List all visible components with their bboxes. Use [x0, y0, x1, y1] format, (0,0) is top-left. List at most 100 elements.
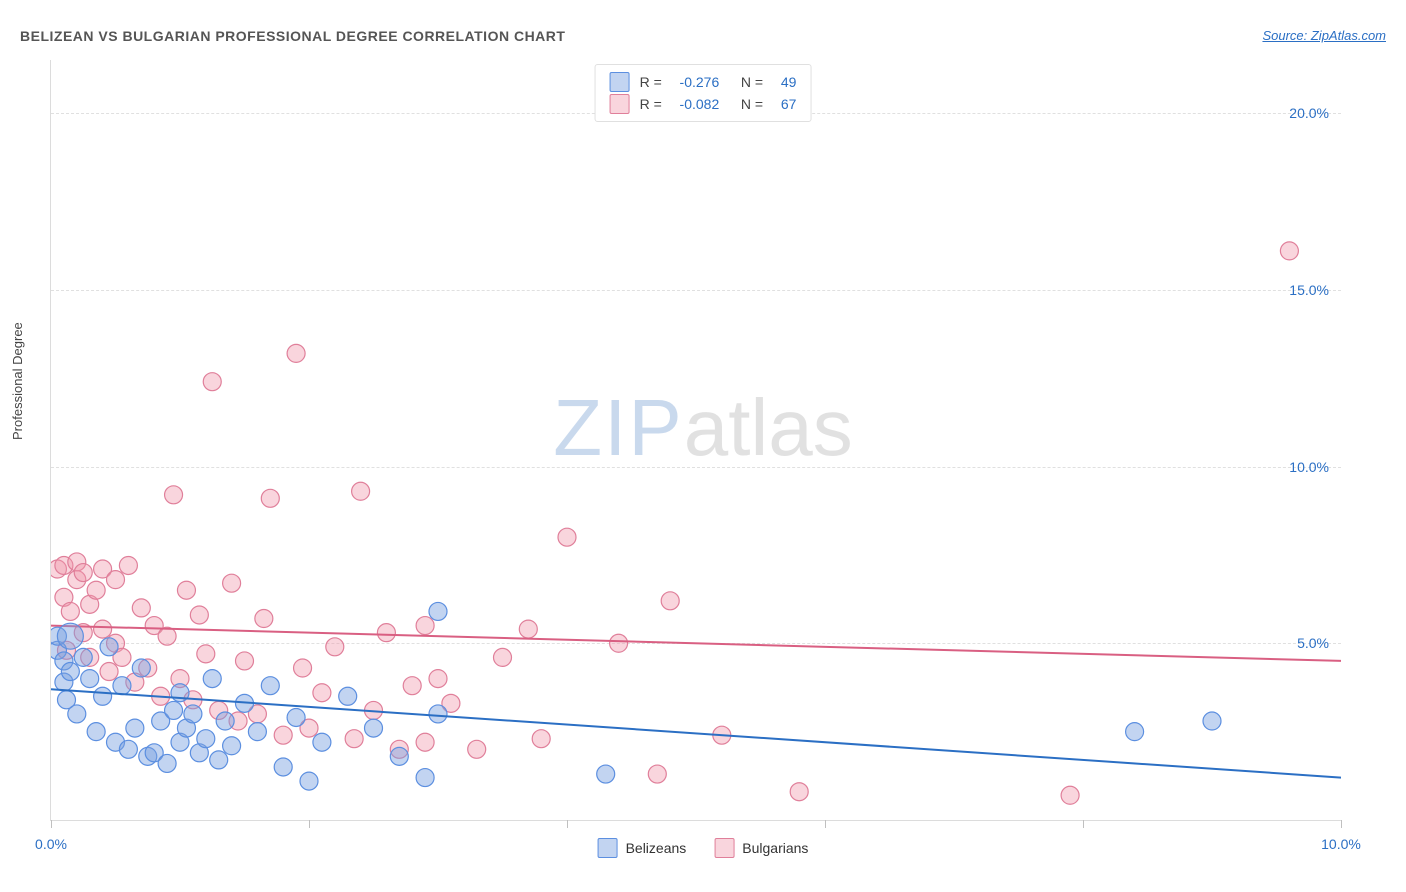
x-tick	[51, 820, 52, 828]
scatter-point	[648, 765, 666, 783]
scatter-point	[203, 373, 221, 391]
scatter-point	[87, 581, 105, 599]
trend-line	[51, 689, 1341, 777]
legend-row-blue: R = -0.276 N = 49	[610, 71, 797, 93]
scatter-point	[68, 705, 86, 723]
legend-n-label: N =	[729, 71, 771, 93]
scatter-point	[255, 610, 273, 628]
scatter-point	[132, 659, 150, 677]
scatter-point	[74, 648, 92, 666]
scatter-point	[429, 670, 447, 688]
scatter-point	[61, 663, 79, 681]
scatter-point	[203, 670, 221, 688]
scatter-point	[1203, 712, 1221, 730]
legend-correlation: R = -0.276 N = 49 R = -0.082 N = 67	[595, 64, 812, 122]
scatter-point	[377, 624, 395, 642]
scatter-point	[57, 623, 83, 649]
scatter-point	[429, 705, 447, 723]
scatter-point	[165, 486, 183, 504]
scatter-point	[597, 765, 615, 783]
scatter-point	[223, 574, 241, 592]
scatter-point	[352, 482, 370, 500]
scatter-svg	[51, 60, 1341, 820]
scatter-point	[94, 620, 112, 638]
scatter-point	[197, 645, 215, 663]
scatter-point	[119, 740, 137, 758]
scatter-point	[177, 581, 195, 599]
legend-r-label: R =	[640, 71, 670, 93]
legend-label: Belizeans	[626, 840, 687, 856]
scatter-point	[403, 677, 421, 695]
scatter-point	[416, 617, 434, 635]
scatter-point	[610, 634, 628, 652]
scatter-point	[261, 489, 279, 507]
scatter-point	[81, 670, 99, 688]
x-tick	[1341, 820, 1342, 828]
scatter-point	[184, 705, 202, 723]
scatter-point	[519, 620, 537, 638]
chart-title: BELIZEAN VS BULGARIAN PROFESSIONAL DEGRE…	[20, 28, 565, 44]
scatter-point	[287, 344, 305, 362]
x-tick	[567, 820, 568, 828]
scatter-point	[107, 571, 125, 589]
legend-row-pink: R = -0.082 N = 67	[610, 93, 797, 115]
scatter-point	[119, 556, 137, 574]
x-tick	[309, 820, 310, 828]
scatter-point	[236, 652, 254, 670]
scatter-point	[1280, 242, 1298, 260]
scatter-point	[345, 730, 363, 748]
scatter-point	[216, 712, 234, 730]
scatter-point	[790, 783, 808, 801]
scatter-point	[294, 659, 312, 677]
legend-r-label: R =	[640, 93, 670, 115]
scatter-point	[313, 733, 331, 751]
scatter-point	[429, 602, 447, 620]
scatter-point	[197, 730, 215, 748]
scatter-point	[1061, 786, 1079, 804]
x-tick-label: 10.0%	[1321, 836, 1361, 852]
legend-item-bulgarians: Bulgarians	[714, 838, 808, 858]
legend-series: Belizeans Bulgarians	[598, 838, 809, 858]
scatter-point	[661, 592, 679, 610]
legend-r-value: -0.082	[680, 93, 720, 115]
scatter-point	[558, 528, 576, 546]
scatter-point	[365, 719, 383, 737]
x-tick	[1083, 820, 1084, 828]
scatter-point	[210, 751, 228, 769]
source-link[interactable]: Source: ZipAtlas.com	[1262, 28, 1386, 43]
legend-r-value: -0.276	[680, 71, 720, 93]
swatch-pink-icon	[610, 94, 630, 114]
scatter-point	[94, 687, 112, 705]
plot-area: 5.0%10.0%15.0%20.0%0.0%10.0%	[50, 60, 1341, 821]
scatter-point	[532, 730, 550, 748]
legend-n-value: 49	[781, 71, 797, 93]
legend-label: Bulgarians	[742, 840, 808, 856]
legend-n-label: N =	[729, 93, 771, 115]
swatch-blue-icon	[610, 72, 630, 92]
scatter-point	[158, 754, 176, 772]
scatter-point	[61, 602, 79, 620]
scatter-point	[100, 663, 118, 681]
scatter-point	[274, 758, 292, 776]
scatter-point	[132, 599, 150, 617]
scatter-point	[223, 737, 241, 755]
scatter-point	[87, 723, 105, 741]
swatch-pink-icon	[714, 838, 734, 858]
x-tick-label: 0.0%	[35, 836, 67, 852]
scatter-point	[416, 769, 434, 787]
scatter-point	[126, 719, 144, 737]
scatter-point	[390, 747, 408, 765]
scatter-point	[113, 677, 131, 695]
swatch-blue-icon	[598, 838, 618, 858]
scatter-point	[313, 684, 331, 702]
scatter-point	[339, 687, 357, 705]
scatter-point	[261, 677, 279, 695]
x-tick	[825, 820, 826, 828]
scatter-point	[74, 564, 92, 582]
legend-n-value: 67	[781, 93, 797, 115]
scatter-point	[100, 638, 118, 656]
scatter-point	[287, 708, 305, 726]
scatter-point	[468, 740, 486, 758]
scatter-point	[165, 701, 183, 719]
scatter-point	[416, 733, 434, 751]
